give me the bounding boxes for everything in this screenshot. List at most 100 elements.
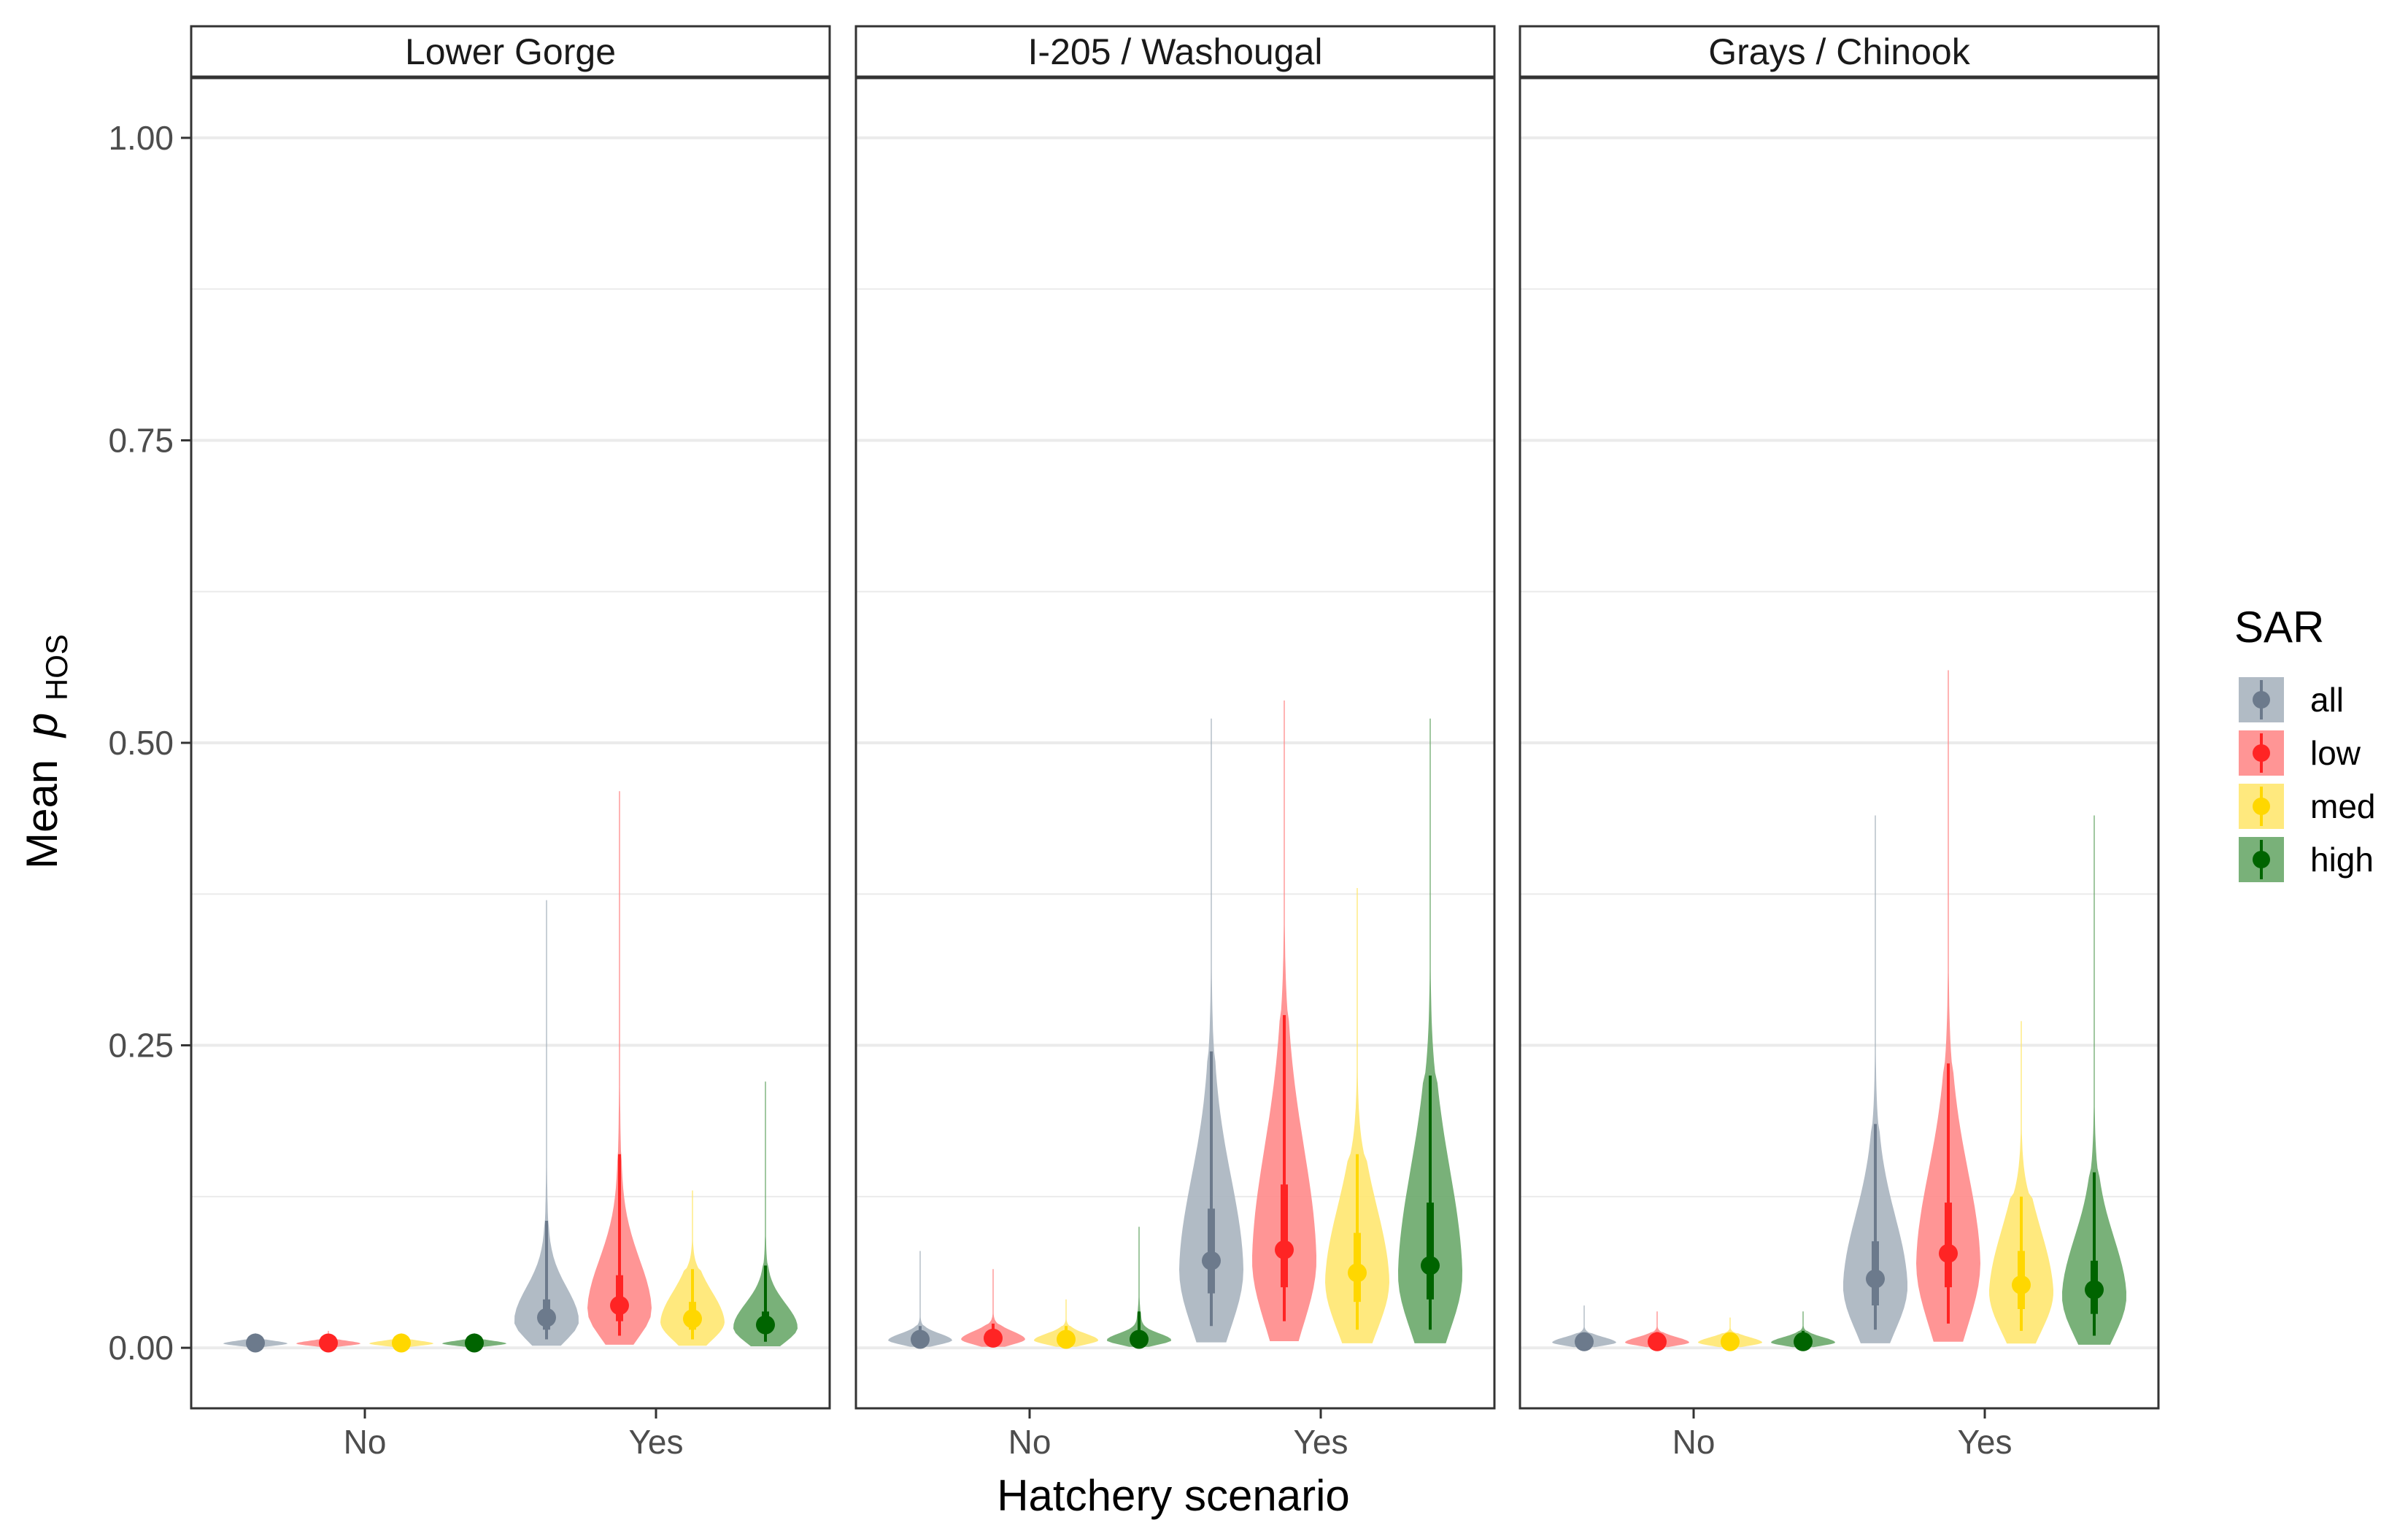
violin-mark [888, 1251, 952, 1349]
violin-mark [2062, 815, 2126, 1345]
legend-item: low [2239, 730, 2361, 776]
median-point [984, 1328, 1003, 1348]
x-tick-label: Yes [1957, 1423, 2012, 1461]
violin-mark [1771, 1311, 1835, 1351]
median-point [465, 1333, 484, 1353]
violin-mark [1179, 718, 1243, 1343]
median-point [1794, 1332, 1813, 1351]
y-axis-title-symbol: p [18, 713, 66, 738]
median-point [1057, 1329, 1076, 1349]
violin-mark [514, 900, 579, 1346]
y-tick-label: 0.25 [108, 1027, 174, 1065]
violin-mark [660, 1190, 725, 1346]
violin-mark [296, 1330, 360, 1353]
violin-body [1325, 888, 1389, 1343]
legend: SAR all low med high [2234, 603, 2375, 882]
violin-mark [1034, 1299, 1098, 1349]
y-tick-label: 0.75 [108, 421, 174, 459]
legend-key-point [2253, 851, 2270, 868]
median-point [2085, 1280, 2104, 1300]
x-axis: No Yes No Yes No Yes [344, 1408, 2013, 1461]
violin-body [888, 1251, 952, 1347]
violin-mark [1398, 718, 1462, 1343]
panel-border [1518, 76, 2160, 1410]
median-point [1721, 1332, 1740, 1351]
median-point [911, 1329, 930, 1349]
median-point [1130, 1329, 1149, 1349]
violin-body [1034, 1299, 1098, 1347]
legend-key-point [2253, 798, 2270, 815]
violin-body [1916, 670, 1980, 1342]
violin-mark [1252, 701, 1316, 1341]
legend-label: all [2310, 681, 2344, 719]
legend-key-point [2253, 744, 2270, 762]
violin-mark [587, 791, 652, 1345]
panels-layer: Lower Gorge I-205 / Washougal Grays / Chin… [190, 25, 2160, 1410]
facet-strip [1518, 25, 2160, 79]
violin-mark [223, 1333, 288, 1353]
violin-mark [442, 1333, 506, 1353]
facet-strip-label: Lower Gorge [405, 31, 616, 72]
violin-body [660, 1190, 725, 1346]
violin-body [1989, 1021, 2053, 1344]
violin-mark [1325, 888, 1389, 1343]
median-point [319, 1333, 338, 1353]
violin-mark [1916, 670, 1980, 1342]
legend-item: all [2239, 677, 2344, 722]
violin-body [2062, 815, 2126, 1345]
y-axis: 0.00 0.25 0.50 0.75 1.00 [108, 119, 191, 1367]
violin-body [514, 900, 579, 1346]
y-tick-label: 0.00 [108, 1329, 174, 1367]
median-point [392, 1333, 411, 1353]
violin-mark [1552, 1305, 1616, 1351]
facet-strip [190, 25, 831, 79]
median-point [756, 1315, 775, 1335]
median-point [683, 1309, 702, 1329]
x-tick-label: Yes [628, 1423, 683, 1461]
violin-mark [1107, 1227, 1171, 1349]
median-point [1939, 1243, 1958, 1263]
violin-mark [1698, 1317, 1762, 1351]
median-point [1575, 1332, 1594, 1351]
violin-body [1179, 718, 1243, 1343]
median-point [1348, 1263, 1367, 1283]
violin-body [1625, 1311, 1689, 1348]
violin-mark [1989, 1021, 2053, 1344]
violin-body [733, 1081, 798, 1346]
x-axis-title: Hatchery scenario [997, 1471, 1350, 1520]
violin-mark [1843, 815, 1907, 1343]
violin-body [1107, 1227, 1171, 1347]
median-point [537, 1308, 556, 1327]
violin-body [961, 1269, 1025, 1347]
median-point [1648, 1332, 1667, 1351]
violin-mark [369, 1333, 433, 1353]
violin-body [1771, 1311, 1835, 1348]
median-point [246, 1333, 265, 1353]
facet-strip-label: I-205 / Washougal [1028, 31, 1323, 72]
median-point [1275, 1240, 1294, 1259]
legend-label: low [2310, 734, 2361, 772]
facet-panel: Lower Gorge [190, 25, 831, 1410]
median-point [2012, 1275, 2031, 1294]
svg-text:Mean p HOS: Mean p HOS [18, 634, 74, 869]
y-axis-title: Mean p HOS [18, 634, 74, 869]
violin-mark [733, 1081, 798, 1346]
x-tick-label: No [344, 1423, 387, 1461]
y-axis-title-word: Mean [18, 760, 66, 869]
marks-layer [223, 670, 2126, 1353]
violin-mark [961, 1269, 1025, 1348]
median-point [1421, 1256, 1440, 1276]
legend-item: high [2239, 837, 2374, 882]
y-axis-title-subscript: HOS [39, 634, 74, 701]
x-tick-label: No [1672, 1423, 1716, 1461]
legend-label: high [2310, 841, 2374, 879]
violin-body [1843, 815, 1907, 1343]
legend-key-point [2253, 691, 2270, 709]
median-point [1202, 1251, 1221, 1270]
violin-body [1398, 718, 1462, 1343]
panel-border [854, 76, 1496, 1410]
x-tick-label: Yes [1293, 1423, 1348, 1461]
legend-label: med [2310, 787, 2375, 825]
violin-mark [1625, 1311, 1689, 1351]
